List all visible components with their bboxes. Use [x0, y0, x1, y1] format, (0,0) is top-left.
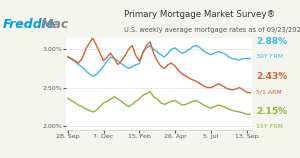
Text: 2.88%: 2.88%: [256, 37, 288, 46]
Text: 15Y FRM: 15Y FRM: [256, 124, 284, 129]
Text: U.S. weekly average mortgage rates as of 09/23/2021: U.S. weekly average mortgage rates as of…: [124, 27, 300, 33]
Text: 2.43%: 2.43%: [256, 72, 288, 81]
Text: Mac: Mac: [40, 18, 69, 31]
Text: Freddie: Freddie: [3, 18, 56, 31]
Text: 5/1 ARM: 5/1 ARM: [256, 89, 282, 94]
Text: 30Y FRM: 30Y FRM: [256, 55, 284, 59]
Text: Primary Mortgage Market Survey®: Primary Mortgage Market Survey®: [124, 10, 276, 19]
Text: 2.15%: 2.15%: [256, 107, 288, 116]
